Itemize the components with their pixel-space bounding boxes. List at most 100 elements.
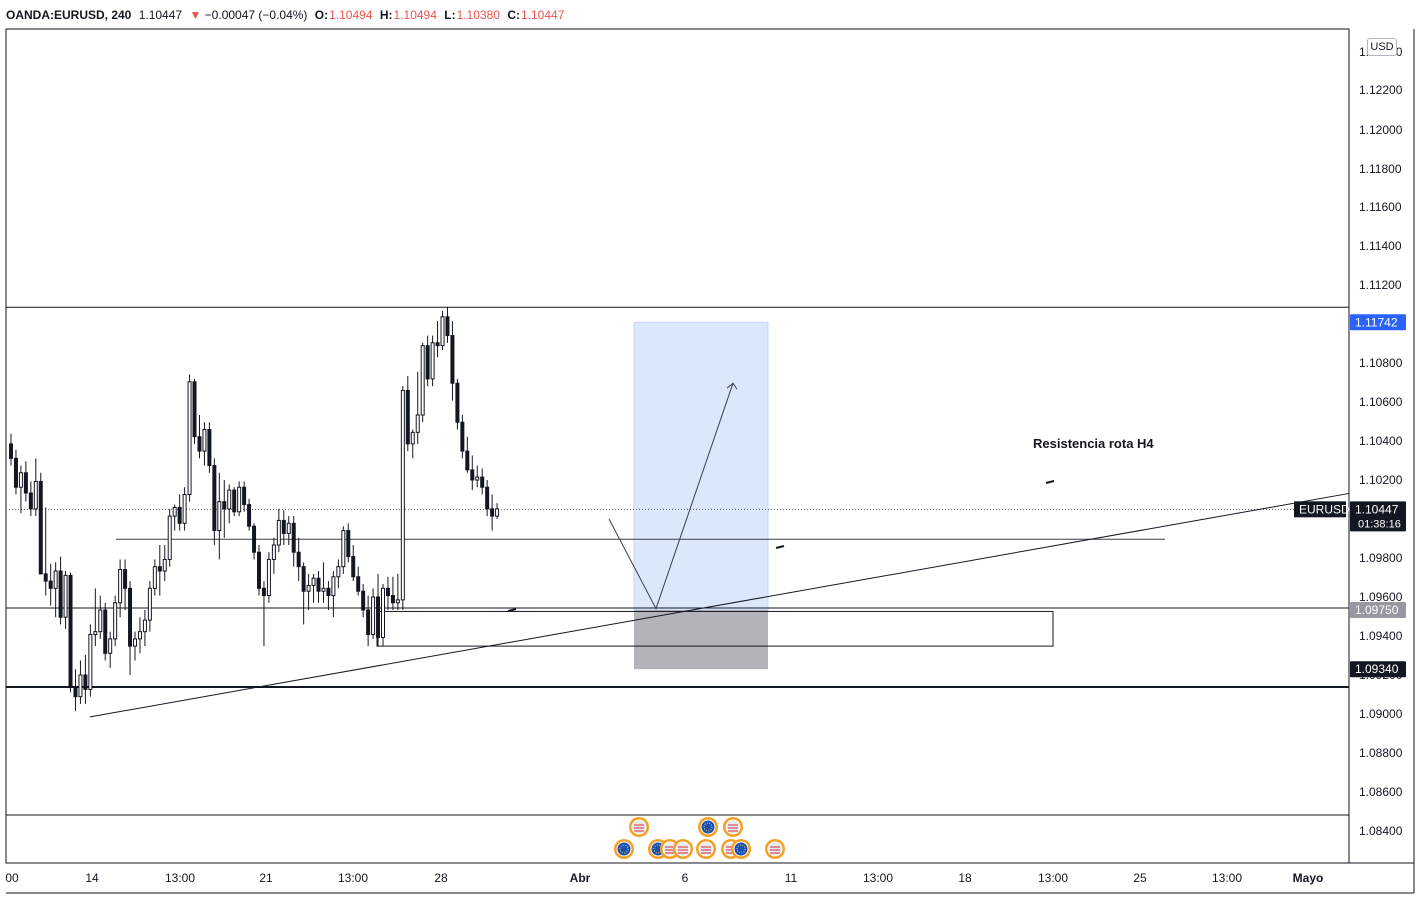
time-tick-label: 28 — [434, 871, 448, 885]
candle-up — [217, 501, 222, 532]
candle-down — [9, 443, 13, 459]
trendline-marker — [507, 608, 517, 612]
candle-down — [222, 501, 227, 510]
open-label: O: — [314, 8, 329, 22]
us-flag-icon — [698, 841, 714, 857]
price-label-value: 1.10447 — [1355, 502, 1399, 516]
candle-up — [420, 345, 425, 416]
candle-down — [43, 573, 48, 582]
candle-down — [68, 574, 73, 688]
time-tick-label: 13:00 — [338, 871, 368, 885]
time-tick-label: 21 — [259, 871, 273, 885]
price-tick-label: 1.08800 — [1359, 746, 1403, 760]
candle-down — [281, 519, 286, 534]
candle-up — [276, 519, 281, 546]
candle-up — [415, 414, 420, 433]
candle-up — [341, 530, 346, 568]
candle-up — [162, 558, 167, 572]
price-tick-label: 1.11400 — [1359, 239, 1402, 253]
candle-up — [321, 587, 326, 592]
candle-up — [108, 638, 113, 654]
candle-up — [167, 515, 172, 560]
annotation-label: Resistencia rota H4 — [1033, 436, 1154, 451]
candle-down — [385, 587, 390, 597]
candle-up — [440, 316, 445, 347]
candle-down — [455, 382, 460, 423]
chart-header: OANDA:EURUSD, 240 1.10447 ▼ −0.00047 (−0… — [6, 6, 568, 24]
candle-down — [450, 335, 455, 384]
time-tick-label: 13:00 — [1038, 871, 1068, 885]
candle-up — [271, 544, 276, 560]
candle-up — [78, 674, 83, 698]
time-tick-label: 13:00 — [863, 871, 893, 885]
candle-down — [177, 506, 182, 524]
symbol-tag: EURUSD — [1299, 502, 1350, 516]
flag-stars — [736, 844, 746, 854]
candle-up — [495, 508, 500, 517]
candle-down — [128, 587, 133, 647]
candle-down — [261, 587, 266, 597]
candle-up — [142, 619, 147, 633]
candle-down — [73, 686, 78, 698]
candle-up — [266, 558, 271, 597]
candle-up — [53, 570, 58, 589]
us-flag-icon — [725, 819, 741, 835]
candle-down — [445, 316, 450, 337]
candle-down — [405, 389, 410, 445]
price-tick-label: 1.12000 — [1359, 123, 1403, 137]
candle-down — [351, 556, 356, 578]
candle-down — [296, 551, 301, 568]
candle-down — [247, 504, 252, 527]
candle-up — [93, 631, 98, 636]
candle-up — [88, 634, 93, 690]
time-tick-label: 13:00 — [165, 871, 195, 885]
price-tick-label: 1.08600 — [1359, 785, 1403, 799]
price-label-box — [1350, 661, 1406, 678]
candle-up — [98, 609, 103, 633]
candle-up — [381, 587, 385, 638]
candle-down — [83, 674, 88, 690]
candle-down — [23, 472, 28, 494]
low-label: L: — [444, 8, 456, 22]
price-tick-label: 1.09000 — [1359, 707, 1403, 721]
candle-down — [291, 522, 296, 553]
time-tick-label: Abr — [570, 871, 591, 885]
candle-down — [435, 342, 440, 347]
candle-up — [395, 599, 400, 604]
candle-up — [33, 480, 38, 510]
time-tick-label: 11 — [785, 871, 798, 885]
candle-up — [371, 596, 376, 636]
candle-up — [137, 631, 142, 640]
candle-down — [480, 476, 485, 488]
candle-up — [182, 493, 187, 524]
symbol-label[interactable]: OANDA:EURUSD, 240 — [6, 8, 132, 22]
close-label: C: — [507, 8, 520, 22]
trendline-marker — [775, 545, 785, 549]
candle-up — [113, 602, 118, 640]
candle-down — [485, 486, 490, 510]
eu-flag-icon — [616, 841, 632, 857]
candle-down — [212, 465, 217, 532]
price-tick-label: 1.10600 — [1359, 395, 1403, 409]
price-tick-label: 1.11200 — [1359, 278, 1402, 292]
candle-down — [346, 530, 351, 558]
currency-badge[interactable]: USD — [1367, 38, 1397, 56]
price-label-box — [1350, 602, 1406, 618]
candle-down — [425, 345, 430, 380]
price-tick-label: 1.12200 — [1359, 83, 1403, 97]
candle-down — [326, 587, 331, 597]
price-tick-label: 1.10400 — [1359, 434, 1403, 448]
time-tick-label: Mayo — [1293, 871, 1324, 885]
stop-zone — [634, 610, 768, 670]
projection-path — [608, 383, 734, 610]
us-flag-icon — [631, 819, 647, 835]
candle-up — [133, 638, 137, 647]
trendline-marker — [1045, 480, 1055, 484]
time-tick-label: 00 — [5, 871, 19, 885]
candle-up — [430, 342, 435, 380]
price-label-box — [1350, 501, 1406, 532]
time-tick-label: 13:00 — [1212, 871, 1242, 885]
candle-down — [103, 609, 108, 654]
candle-down — [157, 566, 162, 572]
